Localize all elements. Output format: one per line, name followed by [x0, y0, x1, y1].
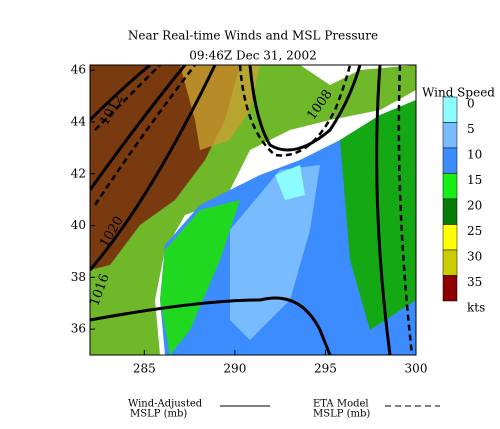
terrain-mid — [180, 65, 260, 150]
wind-field-calm — [275, 165, 305, 200]
colorbar-swatch — [442, 224, 458, 251]
contours-dashed — [93, 65, 414, 355]
colorbar-label: 15 — [467, 173, 482, 187]
colorbar-swatch — [442, 275, 458, 302]
colorbar-swatch — [442, 147, 458, 174]
y-tick-label: 38 — [71, 270, 86, 284]
y-tick-label: 44 — [71, 114, 87, 128]
x-tick-label: 285 — [133, 362, 156, 376]
map-area — [90, 65, 416, 355]
x-tick-label: 290 — [223, 362, 246, 376]
wind-field-low — [230, 165, 320, 340]
map-frame — [89, 64, 417, 356]
contours-solid — [90, 65, 392, 355]
colorbar-swatch — [442, 96, 458, 123]
wind-field-mid — [160, 200, 240, 355]
colorbar-label: 30 — [467, 250, 482, 264]
colorbar-label: 10 — [467, 148, 482, 162]
colorbar-label: 35 — [467, 275, 482, 289]
x-tick-label: 300 — [405, 362, 428, 376]
legend-label: Wind-Adjusted — [128, 399, 203, 410]
chart-subtitle: 09:46Z Dec 31, 2002 — [189, 49, 316, 63]
legend-label: MSLP (mb) — [313, 409, 370, 420]
colorbar-unit: kts — [467, 301, 485, 315]
colorbar-swatch — [442, 198, 458, 225]
colorbar-label: 20 — [467, 199, 482, 213]
colorbar-label: 25 — [467, 224, 482, 238]
colorbar-swatch — [442, 249, 458, 276]
colorbar-label: 0 — [467, 97, 475, 111]
chart-title: Near Real-time Winds and MSL Pressure — [128, 29, 378, 43]
y-tick-label: 42 — [71, 166, 86, 180]
legend-label: MSLP (mb) — [130, 409, 187, 420]
colorbar-title: Wind Speed — [422, 86, 495, 100]
colorbar-label: 5 — [467, 122, 475, 136]
colorbar-swatch — [442, 173, 458, 200]
y-tick-label: 46 — [71, 63, 86, 77]
legend-label: ETA Model — [313, 399, 369, 410]
y-tick-label: 40 — [71, 218, 86, 232]
y-tick-label: 36 — [71, 322, 86, 336]
x-tick-label: 295 — [314, 362, 337, 376]
colorbar-swatch — [442, 122, 458, 149]
